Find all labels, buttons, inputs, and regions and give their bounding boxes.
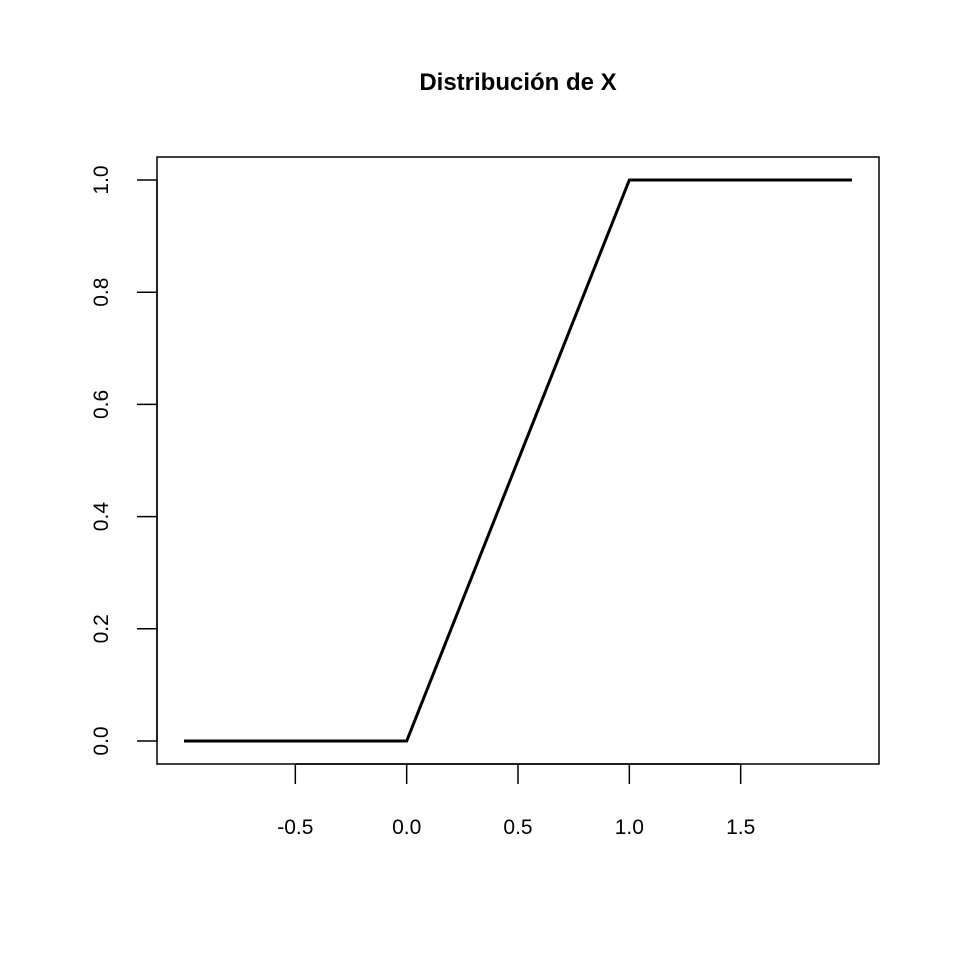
x-tick-label: 0.5 — [503, 816, 532, 839]
y-axis: 0.0 0.2 0.4 0.6 0.8 1.0 — [90, 165, 158, 756]
chart-title: Distribución de X — [419, 69, 616, 96]
x-axis: -0.5 0.0 0.5 1.0 1.5 — [277, 763, 755, 839]
x-tick-label: 0.0 — [392, 816, 421, 839]
y-tick-label: 1.0 — [90, 165, 113, 194]
series-group — [184, 178, 852, 743]
y-tick-label: 0.8 — [90, 278, 113, 307]
y-tick-label: 0.6 — [90, 390, 113, 419]
x-tick-label: 1.0 — [615, 816, 644, 839]
x-tick-label: -0.5 — [277, 816, 313, 839]
series-line — [184, 178, 852, 743]
y-tick-label: 0.2 — [90, 614, 113, 643]
x-tick-label: 1.5 — [726, 816, 755, 839]
y-tick-label: 0.0 — [90, 726, 113, 755]
y-tick-label: 0.4 — [90, 502, 113, 532]
